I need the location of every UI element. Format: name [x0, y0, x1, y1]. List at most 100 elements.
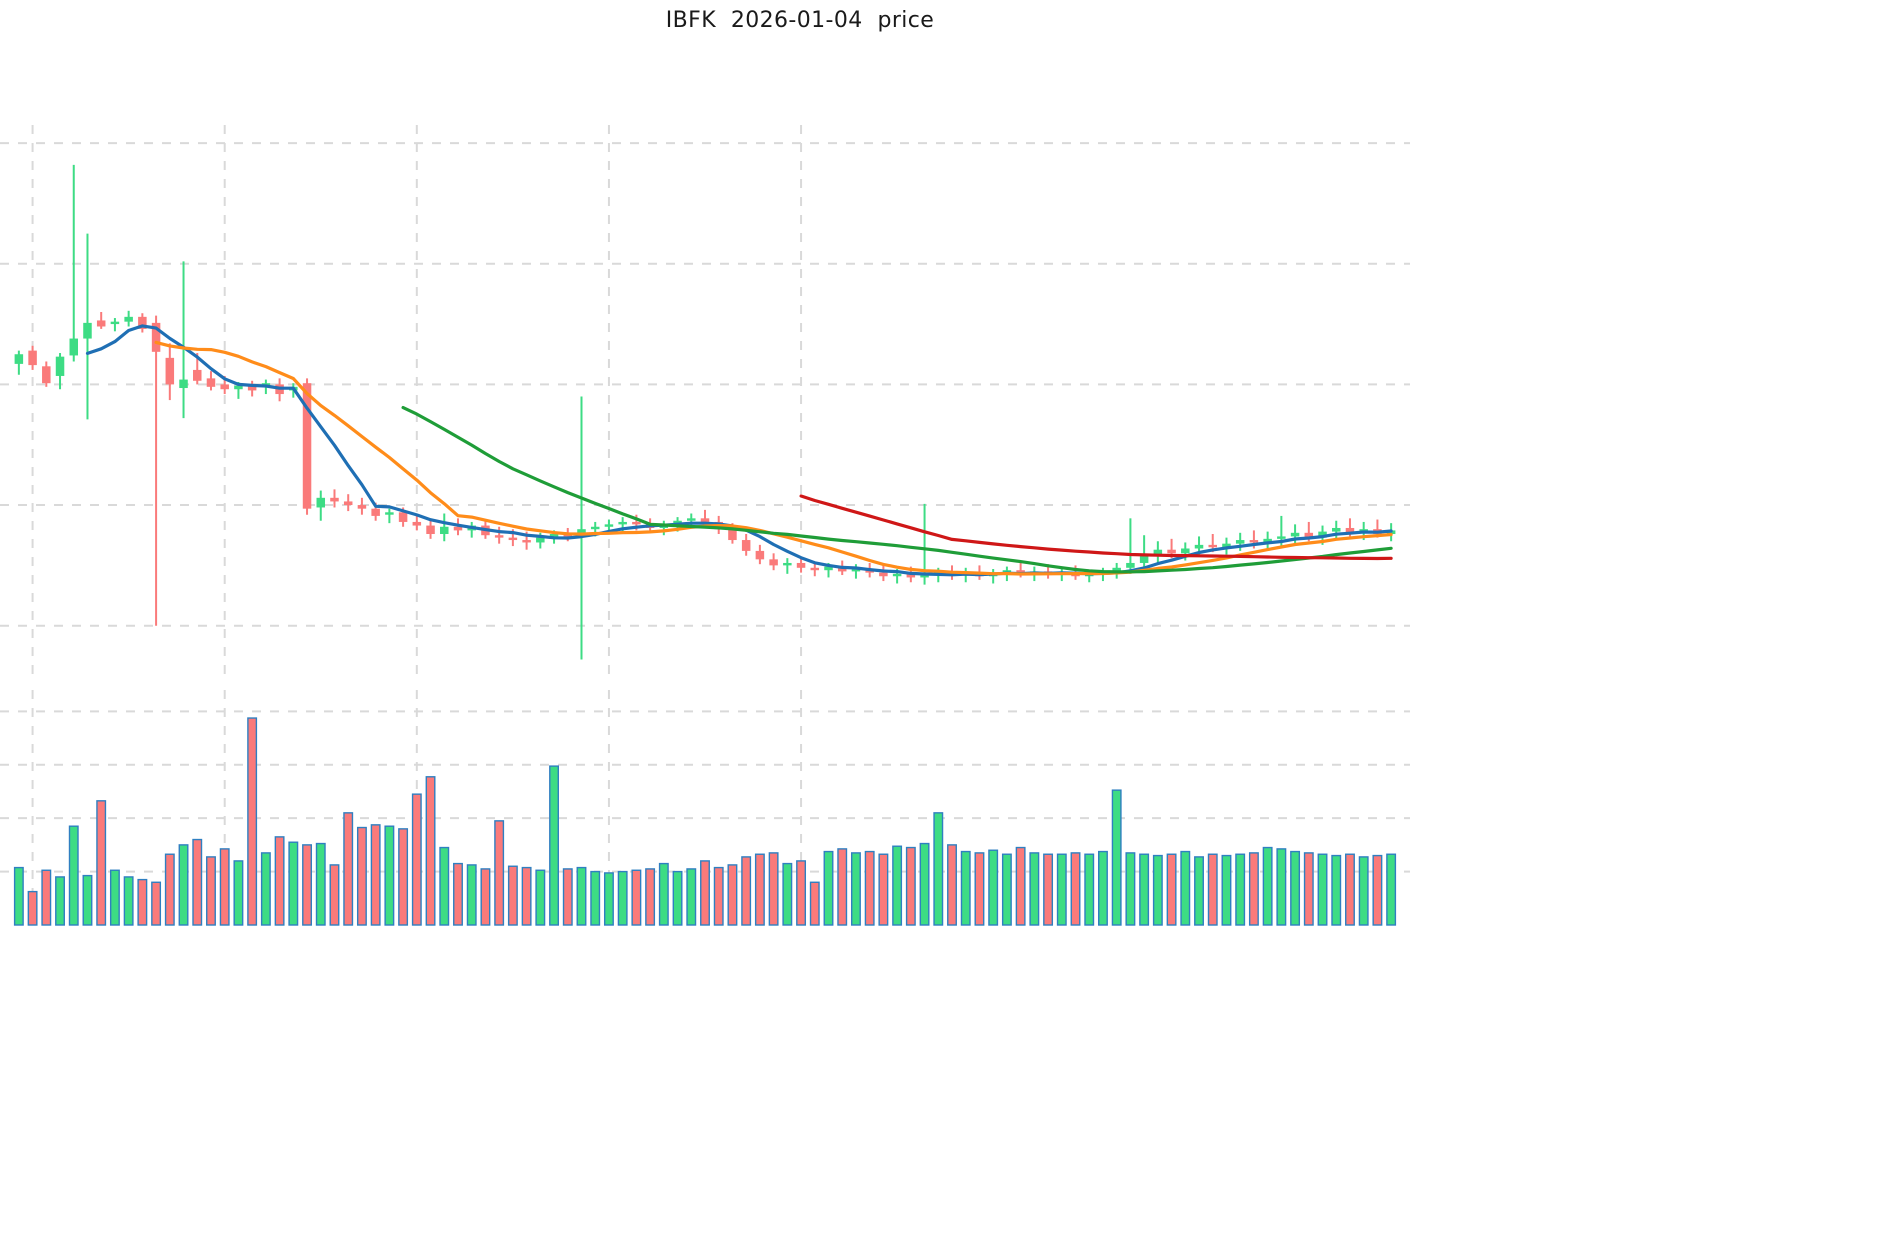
candle-body: [700, 518, 710, 522]
candle-body: [1208, 544, 1217, 548]
candle-body: [179, 379, 188, 389]
candle-body: [906, 573, 916, 578]
volume-bar: [260, 852, 271, 926]
volume-bar: [1317, 853, 1328, 926]
candle-body: [632, 521, 641, 525]
candle-body: [687, 518, 696, 521]
volume-bar: [768, 852, 779, 926]
volume-bar: [590, 870, 601, 926]
volume-bar: [27, 890, 38, 926]
candle-body: [892, 573, 902, 577]
volume-bar: [151, 881, 162, 926]
candle-body: [165, 357, 175, 385]
volume-bar: [1248, 852, 1259, 926]
volume-bar: [658, 862, 669, 926]
candle-body: [920, 575, 929, 578]
volume-bar: [1221, 854, 1232, 926]
volume-bar: [754, 853, 765, 926]
volume-bar: [1290, 850, 1301, 926]
volume-bar: [837, 848, 848, 926]
volume-bar: [1098, 850, 1108, 926]
candle-body: [522, 540, 531, 543]
volume-bar: [796, 860, 807, 926]
volume-bar: [1180, 850, 1191, 926]
candle-body: [151, 322, 161, 352]
candle-body: [1194, 544, 1204, 549]
candle-body: [96, 320, 106, 327]
candle-body: [741, 540, 751, 551]
ma-red-line: [799, 494, 1393, 561]
volume-bar: [55, 876, 65, 926]
candle-body: [1235, 540, 1245, 544]
candle-body: [42, 366, 51, 384]
candle-body: [14, 354, 24, 364]
volume-bar: [1001, 853, 1012, 926]
candle-body: [69, 338, 79, 356]
volume-plot: [0, 690, 1410, 926]
page-title: IBFK 2026-01-04 price: [665, 8, 935, 33]
volume-bar: [782, 862, 793, 926]
candle-body: [851, 569, 861, 572]
volume-bar: [919, 842, 930, 926]
candle-body: [371, 508, 380, 516]
volume-bar: [1276, 848, 1287, 926]
volume-bar: [1029, 852, 1040, 926]
candle-body: [28, 350, 37, 366]
volume-bar: [494, 820, 505, 926]
volume-bar: [1386, 853, 1397, 926]
candle-body: [618, 521, 627, 525]
candle-body: [426, 525, 435, 535]
volume-bar: [96, 800, 107, 926]
volume-bar: [700, 860, 710, 926]
candle-body: [138, 316, 147, 329]
candle-body: [385, 512, 394, 515]
volume-bar: [13, 866, 24, 926]
volume-bar: [1070, 852, 1081, 926]
volume-bar: [453, 862, 463, 926]
candle-body: [824, 566, 833, 571]
volume-bar: [823, 850, 834, 926]
candle-body: [1263, 538, 1272, 543]
candle-body: [110, 321, 120, 325]
candle-body: [590, 526, 600, 530]
volume-bar: [1262, 846, 1273, 926]
candle-body: [549, 534, 559, 538]
volume-bar: [439, 846, 450, 926]
ma-blue-line: [85, 324, 1393, 577]
volume-bar: [329, 864, 340, 926]
candle-body: [412, 521, 422, 526]
volume-bar: [1345, 853, 1355, 926]
volume-bar: [672, 870, 683, 926]
volume-bar: [288, 841, 299, 926]
volume-bar: [535, 869, 546, 926]
volume-bar: [82, 874, 93, 926]
volume-bar: [809, 881, 820, 926]
candle-body: [453, 526, 463, 531]
volume-bar: [892, 845, 903, 926]
volume-bar: [1125, 852, 1136, 926]
volume-bar: [1166, 853, 1177, 926]
candle-body: [1153, 549, 1163, 556]
volume-bar: [1372, 854, 1383, 926]
candle-body: [220, 384, 229, 390]
candle-body: [234, 385, 243, 390]
volume-bar: [1152, 854, 1163, 926]
volume-bar: [206, 856, 216, 926]
volume-bar: [164, 853, 175, 926]
volume-bar: [947, 844, 957, 926]
candle-body: [343, 501, 353, 506]
candle-body: [783, 562, 792, 566]
volume-bar: [68, 825, 79, 926]
volume-bar: [1056, 853, 1067, 926]
volume-bar: [850, 852, 861, 926]
volume-chart-panel: [0, 690, 1410, 926]
volume-bar: [864, 850, 875, 926]
volume-bar: [109, 869, 120, 926]
candle-body: [124, 316, 133, 322]
volume-bar: [370, 824, 381, 926]
candle-body: [316, 497, 326, 508]
volume-bar: [1207, 853, 1218, 926]
volume-bar: [1043, 853, 1054, 926]
ma-green-line: [401, 406, 1393, 574]
